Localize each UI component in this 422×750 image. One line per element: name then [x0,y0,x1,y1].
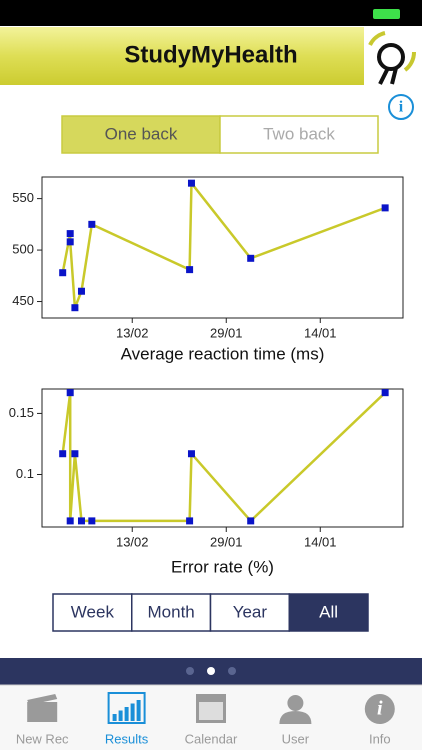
logo [364,27,422,85]
x-tick-label: 29/01 [210,534,243,549]
range-option[interactable] [209,593,290,632]
plot-frame [41,388,404,528]
x-tick-label: 14/01 [304,325,337,340]
battery [373,9,400,19]
tab-icon: i [377,698,383,720]
toggle-label: Two back [263,124,335,143]
tab[interactable]: New Rec [16,694,69,746]
data-point [88,517,96,525]
range-option[interactable] [288,593,369,632]
data-point [77,287,85,295]
x-axis-label: Error rate (%) [171,557,274,576]
range-label: Month [148,602,195,621]
data-line [61,179,386,309]
tab-icon [107,692,146,724]
y-tick-label: 0.1 [16,466,34,481]
tab-label: New Rec [16,731,69,746]
data-point [187,179,195,187]
toggle-label: One back [105,124,178,143]
tab-icon [287,695,304,711]
page-dot[interactable] [228,667,236,675]
tab[interactable]: Calendar [185,694,238,746]
y-tick-label: 550 [12,190,34,205]
range-label: Year [233,602,268,621]
toggle-option[interactable] [61,115,221,154]
y-tick-label: 500 [12,242,34,257]
tab-label: Calendar [185,731,238,746]
page-dot[interactable] [186,667,194,675]
status-bar [0,0,422,26]
data-point [71,450,79,458]
data-point [66,389,74,397]
x-axis-label: Average reaction time (ms) [121,344,325,363]
range-label: All [319,602,338,621]
tab-icon [136,700,141,721]
data-point [381,204,389,212]
plot-frame [41,176,404,319]
y-tick-label: 450 [12,293,34,308]
header [0,27,422,85]
data-point [186,517,194,525]
y-tick-label: 0.15 [9,405,34,420]
tab[interactable]: i Info [364,694,395,746]
data-point [247,254,255,262]
x-tick-label: 13/02 [116,534,149,549]
data-point [88,220,96,228]
toggle-option[interactable] [219,115,379,154]
page-dot[interactable] [207,667,215,675]
x-tick-label: 29/01 [210,325,243,340]
tab-label: Results [105,731,149,746]
data-line [61,391,387,523]
tab-icon [112,714,117,721]
tab-label: User [282,731,310,746]
tab[interactable]: User [279,695,312,746]
info-button[interactable]: i [388,94,414,120]
data-point [66,238,74,246]
data-point [247,517,255,525]
data-point [59,269,67,277]
data-point [71,304,79,312]
app-title: StudyMyHealth [124,41,297,68]
tab-label: Info [369,731,391,746]
tab-icon [364,694,395,724]
tab-icon [130,703,135,721]
range-label: Week [71,602,115,621]
x-tick-label: 13/02 [116,325,149,340]
data-point [66,230,74,238]
range-option[interactable] [131,593,212,632]
tab[interactable]: Results [105,692,149,746]
tab-icon [27,694,58,705]
data-point [77,517,85,525]
x-tick-label: 14/01 [304,534,337,549]
data-point [186,266,194,274]
tab-icon [279,711,312,724]
range-option[interactable] [52,593,133,632]
tab-icon [199,702,223,720]
svg-text:i: i [399,99,404,116]
data-point [187,450,195,458]
tab-icon [27,702,58,722]
data-point [381,389,389,397]
data-point [66,517,74,525]
data-point [59,450,67,458]
tab-icon [124,707,129,721]
tab-icon [118,710,123,721]
